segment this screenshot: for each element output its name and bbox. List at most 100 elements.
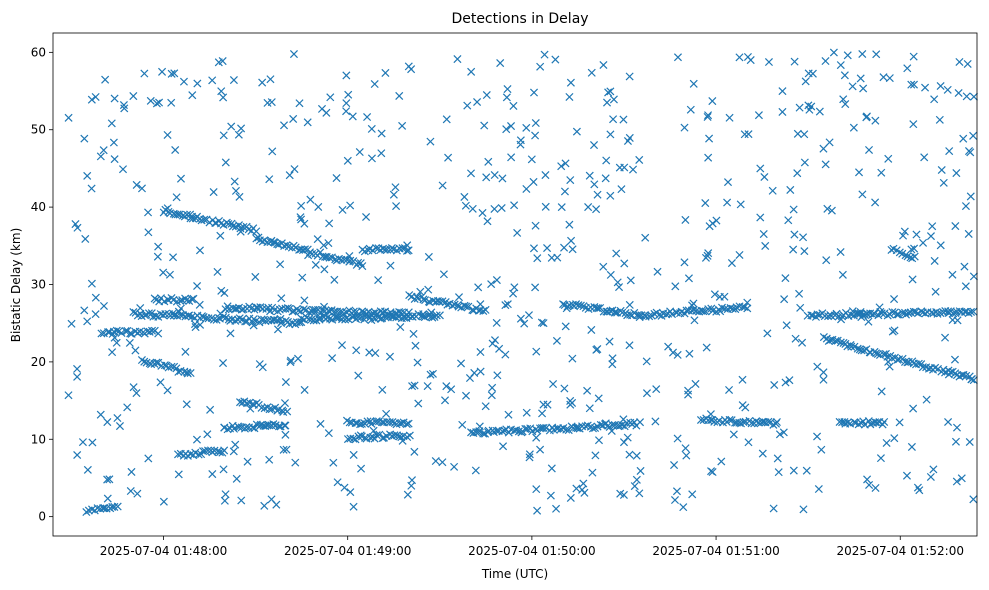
data-point bbox=[717, 457, 726, 466]
data-point bbox=[219, 465, 228, 474]
data-point bbox=[877, 387, 886, 396]
data-point bbox=[221, 158, 230, 167]
data-point bbox=[91, 310, 100, 319]
data-point bbox=[862, 309, 871, 318]
data-point bbox=[912, 230, 921, 239]
data-point bbox=[741, 403, 750, 412]
data-point bbox=[813, 310, 822, 319]
data-point bbox=[781, 274, 790, 283]
data-point bbox=[871, 116, 880, 125]
data-point bbox=[396, 322, 405, 332]
data-point bbox=[404, 308, 413, 317]
data-point bbox=[764, 417, 773, 426]
data-point bbox=[219, 131, 228, 140]
data-point bbox=[220, 423, 229, 432]
data-point bbox=[487, 280, 496, 289]
data-point bbox=[944, 417, 953, 427]
data-point bbox=[566, 396, 575, 405]
data-point bbox=[529, 177, 538, 186]
data-point bbox=[297, 215, 306, 224]
data-point bbox=[562, 425, 571, 434]
data-point bbox=[895, 248, 904, 257]
data-point bbox=[576, 301, 585, 310]
data-point bbox=[482, 173, 491, 182]
data-point bbox=[800, 247, 809, 256]
data-point bbox=[930, 256, 939, 265]
data-point bbox=[865, 480, 874, 489]
data-point bbox=[941, 333, 950, 342]
data-point bbox=[235, 192, 244, 201]
data-point bbox=[234, 130, 243, 139]
data-point bbox=[565, 92, 574, 102]
data-point bbox=[825, 138, 834, 147]
data-point bbox=[252, 227, 261, 236]
data-point bbox=[541, 202, 550, 211]
data-point bbox=[819, 144, 828, 153]
data-point bbox=[342, 107, 351, 116]
data-point bbox=[281, 421, 290, 430]
data-point bbox=[112, 326, 121, 335]
data-point bbox=[592, 205, 601, 214]
data-point bbox=[80, 306, 89, 315]
data-point bbox=[909, 307, 918, 316]
x-tick-label: 2025-07-04 01:48:00 bbox=[100, 544, 227, 558]
data-point bbox=[314, 202, 323, 211]
data-point bbox=[763, 329, 772, 338]
data-point bbox=[605, 337, 614, 346]
data-point bbox=[684, 390, 693, 399]
data-point bbox=[636, 466, 645, 475]
data-point bbox=[871, 483, 880, 492]
data-point bbox=[159, 497, 168, 506]
data-point bbox=[503, 300, 512, 309]
data-point bbox=[539, 423, 548, 432]
data-point bbox=[531, 118, 540, 128]
data-point bbox=[775, 430, 784, 439]
data-point bbox=[557, 162, 566, 171]
data-point bbox=[522, 123, 531, 132]
data-point bbox=[188, 91, 197, 100]
data-point bbox=[615, 283, 624, 292]
data-point bbox=[324, 239, 333, 248]
data-point bbox=[236, 227, 245, 236]
data-point bbox=[71, 220, 80, 229]
data-point bbox=[248, 423, 257, 432]
data-point bbox=[680, 123, 689, 132]
data-point bbox=[623, 136, 632, 146]
data-point bbox=[632, 451, 641, 460]
data-point bbox=[474, 283, 483, 292]
data-point bbox=[349, 434, 358, 443]
data-point bbox=[158, 67, 167, 76]
data-point bbox=[532, 485, 541, 494]
data-point bbox=[770, 380, 779, 390]
data-point bbox=[823, 204, 832, 213]
data-point bbox=[203, 446, 213, 455]
data-point bbox=[103, 475, 112, 484]
data-point bbox=[689, 79, 698, 88]
x-axis: 2025-07-04 01:48:00 2025-07-04 01:49:00 20… bbox=[100, 536, 964, 558]
data-point bbox=[250, 424, 259, 433]
data-point bbox=[457, 359, 466, 368]
data-point bbox=[141, 311, 150, 320]
data-point bbox=[560, 384, 569, 393]
data-point bbox=[453, 55, 462, 64]
data-point bbox=[516, 140, 525, 149]
data-point bbox=[651, 417, 660, 426]
data-point bbox=[426, 137, 435, 146]
data-point bbox=[791, 334, 800, 343]
data-point bbox=[291, 243, 300, 252]
data-point bbox=[160, 361, 169, 370]
data-point bbox=[936, 309, 945, 318]
data-point bbox=[701, 253, 710, 262]
data-point bbox=[849, 123, 858, 132]
data-point bbox=[824, 312, 833, 321]
data-point bbox=[531, 131, 540, 140]
data-point bbox=[706, 410, 715, 419]
data-point bbox=[144, 309, 153, 318]
data-point bbox=[73, 364, 82, 373]
data-point bbox=[817, 445, 826, 454]
data-point bbox=[527, 155, 536, 164]
data-point bbox=[592, 303, 601, 313]
data-point bbox=[167, 69, 176, 78]
data-point bbox=[286, 356, 295, 365]
data-point bbox=[479, 429, 488, 438]
